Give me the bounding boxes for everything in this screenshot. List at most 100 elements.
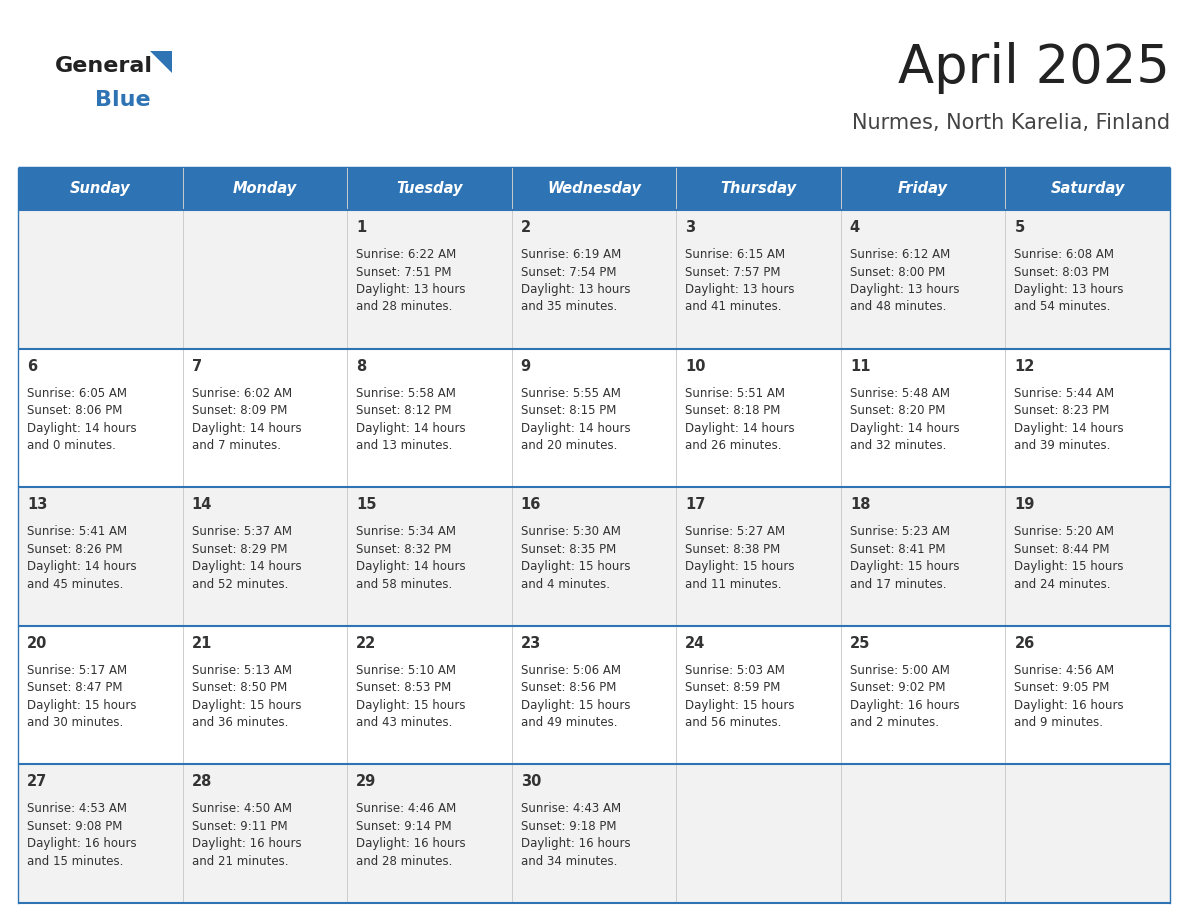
Text: and 28 minutes.: and 28 minutes. bbox=[356, 855, 453, 868]
Text: Sunrise: 5:20 AM: Sunrise: 5:20 AM bbox=[1015, 525, 1114, 538]
Text: Daylight: 15 hours: Daylight: 15 hours bbox=[191, 699, 301, 711]
Text: Sunset: 8:12 PM: Sunset: 8:12 PM bbox=[356, 404, 451, 417]
Text: Sunrise: 6:08 AM: Sunrise: 6:08 AM bbox=[1015, 248, 1114, 261]
Text: Sunset: 8:41 PM: Sunset: 8:41 PM bbox=[849, 543, 946, 555]
Text: 1: 1 bbox=[356, 220, 366, 235]
Text: Sunset: 8:53 PM: Sunset: 8:53 PM bbox=[356, 681, 451, 694]
Text: 16: 16 bbox=[520, 498, 541, 512]
Text: Sunset: 8:35 PM: Sunset: 8:35 PM bbox=[520, 543, 615, 555]
Text: and 0 minutes.: and 0 minutes. bbox=[27, 439, 116, 452]
Text: and 20 minutes.: and 20 minutes. bbox=[520, 439, 617, 452]
Text: Sunset: 9:08 PM: Sunset: 9:08 PM bbox=[27, 820, 122, 833]
Text: and 2 minutes.: and 2 minutes. bbox=[849, 716, 939, 729]
Text: Sunset: 8:50 PM: Sunset: 8:50 PM bbox=[191, 681, 286, 694]
Text: Daylight: 15 hours: Daylight: 15 hours bbox=[685, 560, 795, 573]
Text: Sunrise: 5:13 AM: Sunrise: 5:13 AM bbox=[191, 664, 291, 677]
Text: Sunrise: 5:17 AM: Sunrise: 5:17 AM bbox=[27, 664, 127, 677]
Text: 14: 14 bbox=[191, 498, 211, 512]
Text: Sunset: 8:15 PM: Sunset: 8:15 PM bbox=[520, 404, 617, 417]
Text: Daylight: 14 hours: Daylight: 14 hours bbox=[27, 421, 137, 434]
Text: Daylight: 14 hours: Daylight: 14 hours bbox=[849, 421, 960, 434]
Text: and 13 minutes.: and 13 minutes. bbox=[356, 439, 453, 452]
Text: 3: 3 bbox=[685, 220, 695, 235]
Text: Daylight: 15 hours: Daylight: 15 hours bbox=[27, 699, 137, 711]
Text: Sunrise: 5:51 AM: Sunrise: 5:51 AM bbox=[685, 386, 785, 399]
Text: and 56 minutes.: and 56 minutes. bbox=[685, 716, 782, 729]
Text: Sunset: 8:59 PM: Sunset: 8:59 PM bbox=[685, 681, 781, 694]
Text: and 43 minutes.: and 43 minutes. bbox=[356, 716, 453, 729]
Text: and 30 minutes.: and 30 minutes. bbox=[27, 716, 124, 729]
Text: and 48 minutes.: and 48 minutes. bbox=[849, 300, 946, 314]
Text: Daylight: 15 hours: Daylight: 15 hours bbox=[849, 560, 960, 573]
Bar bbox=[841, 168, 1005, 210]
Bar bbox=[512, 168, 676, 210]
Text: Daylight: 13 hours: Daylight: 13 hours bbox=[685, 283, 795, 296]
Text: Daylight: 14 hours: Daylight: 14 hours bbox=[520, 421, 631, 434]
Text: Sunrise: 5:30 AM: Sunrise: 5:30 AM bbox=[520, 525, 620, 538]
Text: 6: 6 bbox=[27, 359, 37, 374]
Text: Daylight: 14 hours: Daylight: 14 hours bbox=[27, 560, 137, 573]
Text: Daylight: 13 hours: Daylight: 13 hours bbox=[849, 283, 960, 296]
Text: Sunrise: 6:15 AM: Sunrise: 6:15 AM bbox=[685, 248, 785, 261]
Text: Daylight: 16 hours: Daylight: 16 hours bbox=[1015, 699, 1124, 711]
Text: Sunset: 9:18 PM: Sunset: 9:18 PM bbox=[520, 820, 617, 833]
Text: and 26 minutes.: and 26 minutes. bbox=[685, 439, 782, 452]
Text: Sunset: 9:02 PM: Sunset: 9:02 PM bbox=[849, 681, 946, 694]
Text: Wednesday: Wednesday bbox=[546, 182, 642, 196]
Text: Sunset: 8:18 PM: Sunset: 8:18 PM bbox=[685, 404, 781, 417]
Text: Sunrise: 4:53 AM: Sunrise: 4:53 AM bbox=[27, 802, 127, 815]
Text: Daylight: 13 hours: Daylight: 13 hours bbox=[356, 283, 466, 296]
Text: Friday: Friday bbox=[898, 182, 948, 196]
Text: 9: 9 bbox=[520, 359, 531, 374]
Bar bbox=[1005, 168, 1170, 210]
Text: and 36 minutes.: and 36 minutes. bbox=[191, 716, 287, 729]
Text: 24: 24 bbox=[685, 636, 706, 651]
Text: and 21 minutes.: and 21 minutes. bbox=[191, 855, 287, 868]
Text: Sunrise: 5:37 AM: Sunrise: 5:37 AM bbox=[191, 525, 291, 538]
Text: 12: 12 bbox=[1015, 359, 1035, 374]
Text: Sunday: Sunday bbox=[70, 182, 131, 196]
Text: 22: 22 bbox=[356, 636, 377, 651]
Text: 5: 5 bbox=[1015, 220, 1025, 235]
Text: 8: 8 bbox=[356, 359, 366, 374]
Text: Sunrise: 6:19 AM: Sunrise: 6:19 AM bbox=[520, 248, 621, 261]
Text: Sunset: 8:47 PM: Sunset: 8:47 PM bbox=[27, 681, 122, 694]
Text: and 58 minutes.: and 58 minutes. bbox=[356, 577, 453, 590]
Bar bbox=[18, 765, 1170, 903]
Text: Sunrise: 6:05 AM: Sunrise: 6:05 AM bbox=[27, 386, 127, 399]
Text: Daylight: 15 hours: Daylight: 15 hours bbox=[685, 699, 795, 711]
Text: Sunset: 8:32 PM: Sunset: 8:32 PM bbox=[356, 543, 451, 555]
Text: Sunrise: 5:55 AM: Sunrise: 5:55 AM bbox=[520, 386, 620, 399]
Text: 21: 21 bbox=[191, 636, 211, 651]
Text: Sunrise: 5:44 AM: Sunrise: 5:44 AM bbox=[1015, 386, 1114, 399]
Text: Sunset: 8:06 PM: Sunset: 8:06 PM bbox=[27, 404, 122, 417]
Text: Sunrise: 4:46 AM: Sunrise: 4:46 AM bbox=[356, 802, 456, 815]
Text: Sunset: 9:14 PM: Sunset: 9:14 PM bbox=[356, 820, 451, 833]
Text: 19: 19 bbox=[1015, 498, 1035, 512]
Text: Sunrise: 4:50 AM: Sunrise: 4:50 AM bbox=[191, 802, 291, 815]
Text: Monday: Monday bbox=[233, 182, 297, 196]
Text: Sunrise: 5:10 AM: Sunrise: 5:10 AM bbox=[356, 664, 456, 677]
Text: and 41 minutes.: and 41 minutes. bbox=[685, 300, 782, 314]
Text: Sunrise: 5:00 AM: Sunrise: 5:00 AM bbox=[849, 664, 949, 677]
Text: and 24 minutes.: and 24 minutes. bbox=[1015, 577, 1111, 590]
Text: Sunrise: 5:23 AM: Sunrise: 5:23 AM bbox=[849, 525, 950, 538]
Text: Sunset: 8:09 PM: Sunset: 8:09 PM bbox=[191, 404, 287, 417]
Text: Daylight: 14 hours: Daylight: 14 hours bbox=[356, 421, 466, 434]
Text: Sunset: 8:03 PM: Sunset: 8:03 PM bbox=[1015, 265, 1110, 278]
Text: 7: 7 bbox=[191, 359, 202, 374]
Text: Daylight: 16 hours: Daylight: 16 hours bbox=[520, 837, 631, 850]
Text: and 4 minutes.: and 4 minutes. bbox=[520, 577, 609, 590]
Text: Sunrise: 6:02 AM: Sunrise: 6:02 AM bbox=[191, 386, 292, 399]
Text: 23: 23 bbox=[520, 636, 541, 651]
Bar bbox=[183, 168, 347, 210]
Text: Sunrise: 5:03 AM: Sunrise: 5:03 AM bbox=[685, 664, 785, 677]
Bar bbox=[18, 349, 1170, 487]
Text: Sunset: 8:29 PM: Sunset: 8:29 PM bbox=[191, 543, 287, 555]
Text: 4: 4 bbox=[849, 220, 860, 235]
Text: Daylight: 16 hours: Daylight: 16 hours bbox=[849, 699, 960, 711]
Text: Daylight: 14 hours: Daylight: 14 hours bbox=[356, 560, 466, 573]
Text: Tuesday: Tuesday bbox=[396, 182, 462, 196]
Text: Sunrise: 4:56 AM: Sunrise: 4:56 AM bbox=[1015, 664, 1114, 677]
Text: Daylight: 14 hours: Daylight: 14 hours bbox=[685, 421, 795, 434]
